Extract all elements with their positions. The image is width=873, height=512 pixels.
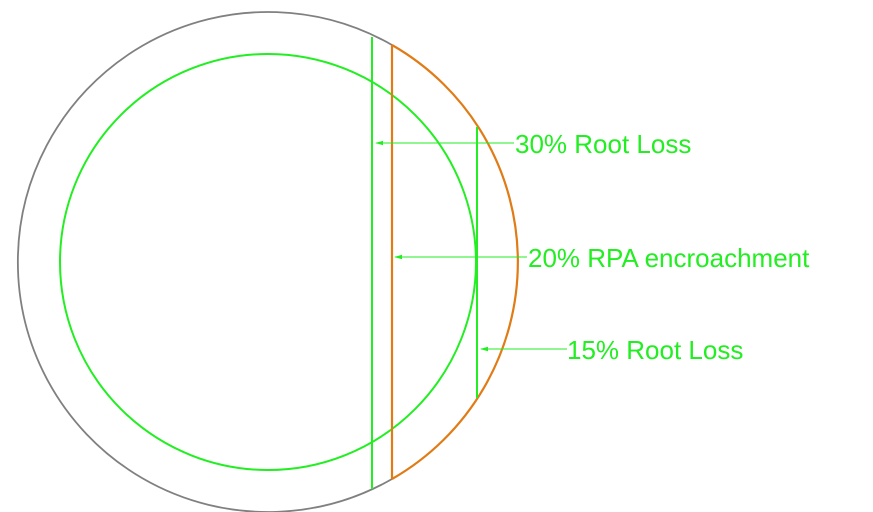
- rpa-encroachment-arc: [391, 44, 519, 480]
- label-rpa-encroachment-20: 20% RPA encroachment: [528, 243, 810, 273]
- leader-rpa-encroachment: [394, 254, 527, 260]
- arrowhead-root-loss-30: [375, 140, 383, 146]
- arrowhead-rpa-encroachment: [394, 254, 402, 260]
- leader-root-loss-15: [480, 346, 567, 352]
- outer-rpa-circle: [16, 11, 393, 512]
- arrowhead-root-loss-15: [480, 346, 488, 352]
- leader-root-loss-30: [375, 140, 514, 146]
- inner-root-circle: [59, 53, 477, 471]
- label-root-loss-15: 15% Root Loss: [567, 335, 743, 365]
- label-root-loss-30: 30% Root Loss: [515, 129, 691, 159]
